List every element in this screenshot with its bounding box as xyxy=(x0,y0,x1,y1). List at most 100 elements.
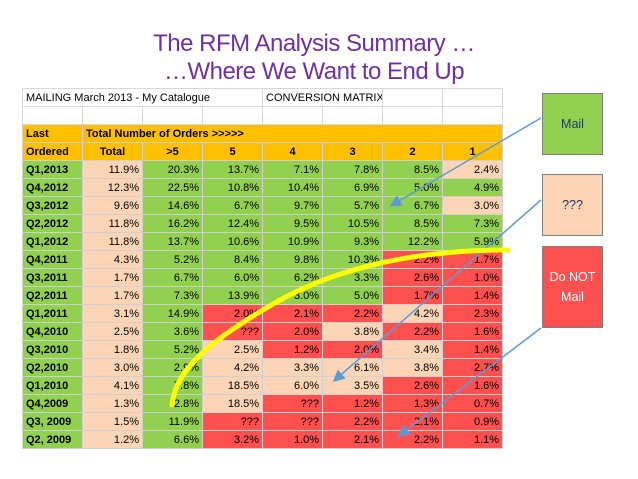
row-label: Q3, 2009 xyxy=(22,412,83,431)
rate-cell: 2.1% xyxy=(322,430,384,449)
do-not-mail-box: Do NOT Mail xyxy=(542,246,603,328)
table-row: Q4,2010 2.5% 3.6%??? 2.0% 3.8% 2.2% 1.6% xyxy=(22,322,504,341)
sheet-header-row: MAILING March 2013 - My Catalogue CONVER… xyxy=(21,88,504,107)
rate-cell: 1.3% xyxy=(382,394,444,413)
table-row: Q1,2012 11.8% 13.7% 10.6% 10.9% 9.3% 12.2% 5.9% xyxy=(22,232,504,251)
rate-cell: 3.4% xyxy=(382,340,444,359)
row-label: Q2,2010 xyxy=(22,358,83,377)
arrow-to-do-not-mail-region xyxy=(397,327,542,437)
rate-cell: 4.1% xyxy=(82,376,143,395)
row-label: Q2,2011 xyxy=(22,286,83,305)
rate-cell: 1.2% xyxy=(262,340,324,359)
rate-cell: 2.2% xyxy=(382,430,444,449)
slide-title-line-2: …Where We Want to End Up xyxy=(163,58,465,85)
rate-cell: 2.5% xyxy=(82,322,143,341)
row-label: Q3,2010 xyxy=(22,340,83,359)
rate-cell: 10.6% xyxy=(201,232,264,251)
rate-cell: 5.7% xyxy=(322,196,384,215)
table-row: Q1,2011 3.1% 14.9% 2.0% 2.1% 2.2% 4.2% 2.3% xyxy=(22,304,504,323)
rate-cell: 6.0% xyxy=(201,268,264,287)
table-row: Q3,2011 1.7% 6.7% 6.0% 6.2% 3.3% 2.6% 1.0% xyxy=(22,268,504,287)
rate-cell: 2.0% xyxy=(262,322,324,341)
rate-cell: 9.5% xyxy=(262,214,324,233)
rate-cell: ??? xyxy=(262,394,324,413)
row-label: Q1,2012 xyxy=(22,232,83,251)
rate-cell: 2.3% xyxy=(442,304,504,323)
rate-cell: 3.3% xyxy=(262,358,324,377)
rate-cell: 6.7% xyxy=(142,268,203,287)
column-header-row: Ordered Total >5 5 4 3 2 1 xyxy=(22,142,504,161)
rate-cell: 5.2% xyxy=(142,340,203,359)
rate-cell: 2.1% xyxy=(382,412,444,431)
column-header: 1 xyxy=(442,142,504,161)
conversion-matrix-table: MAILING March 2013 - My Catalogue CONVER… xyxy=(21,88,504,449)
rate-cell: 11.9% xyxy=(142,412,203,431)
yellow-boundary-curve xyxy=(169,247,511,408)
rate-cell: 9.7% xyxy=(262,196,324,215)
rate-cell: 3.1% xyxy=(82,304,143,323)
rate-cell: 13.9% xyxy=(201,286,264,305)
rate-cell: 11.8% xyxy=(82,214,143,233)
row-label: Q1,2010 xyxy=(22,376,83,395)
table-row: Q2,2011 1.7% 7.3% 13.9% 3.0% 5.0% 1.7% 1.4% xyxy=(22,286,504,305)
arrow-to-mail-region xyxy=(389,117,542,207)
table-row: Q3,2012 9.6% 14.6% 6.7% 9.7% 5.7% 6.7% 3.0% xyxy=(22,196,504,215)
mailing-label: MAILING March 2013 - My Catalogue xyxy=(21,88,264,107)
slide-title-line-1: The RFM Analysis Summary … xyxy=(153,30,475,57)
rate-cell: 7.8% xyxy=(322,160,384,179)
row-label: Q2, 2009 xyxy=(22,430,83,449)
rate-cell: 2.2% xyxy=(322,304,384,323)
rate-cell: 20.3% xyxy=(142,160,203,179)
rate-cell: 5.0% xyxy=(322,286,384,305)
table-row: Q4,2012 12.3% 22.5% 10.8% 10.4% 6.9% 5.0% 4.9% xyxy=(22,178,504,197)
unknown-box: ??? xyxy=(542,174,603,236)
row-label: Q1,2011 xyxy=(22,304,83,323)
rate-cell: 1.8% xyxy=(82,340,143,359)
rate-cell: 6.2% xyxy=(262,268,324,287)
rate-cell: 3.0% xyxy=(442,196,504,215)
mail-box: Mail xyxy=(542,93,603,155)
table-row: Q3,2010 1.8% 5.2% 2.5% 1.2% 2.0% 3.4% 1.4% xyxy=(22,340,504,359)
row-label: Q3,2012 xyxy=(22,196,83,215)
table-row: Q2,2010 3.0% 2.9% 4.2% 3.3% 6.1% 3.8% 2.7% xyxy=(22,358,504,377)
rate-cell: 1.1% xyxy=(442,430,504,449)
column-header: 5 xyxy=(201,142,264,161)
rate-cell: 7.3% xyxy=(442,214,504,233)
row-label: Q4,2010 xyxy=(22,322,83,341)
row-label: Q4,2011 xyxy=(22,250,83,269)
rate-cell: 0.7% xyxy=(442,394,504,413)
rate-cell: 1.2% xyxy=(82,430,143,449)
rate-cell: ??? xyxy=(201,412,264,431)
rate-cell: 6.9% xyxy=(322,178,384,197)
rate-cell: 1.6% xyxy=(442,376,504,395)
table-row: Q3, 2009 1.5% 11.9%?????? 2.2% 2.1% 0.9% xyxy=(22,412,504,431)
rate-cell: 8.5% xyxy=(382,214,444,233)
rate-cell: 9.8% xyxy=(262,250,324,269)
rate-cell: 5.0% xyxy=(382,178,444,197)
rate-cell: 4.2% xyxy=(201,358,264,377)
column-header: Total xyxy=(82,142,143,161)
table-row: Q2,2012 11.8% 16.2% 12.4% 9.5% 10.5% 8.5% 7.3% xyxy=(22,214,504,233)
sheet-blank-row xyxy=(22,106,504,125)
rate-cell: 1.0% xyxy=(262,430,324,449)
rate-cell: 12.4% xyxy=(201,214,264,233)
rate-cell: 2.0% xyxy=(322,340,384,359)
rate-cell: 22.5% xyxy=(142,178,203,197)
rate-cell: 6.7% xyxy=(201,196,264,215)
rate-cell: 4.3% xyxy=(82,250,143,269)
table-row: Q4,2009 1.3% 2.8% 18.5%??? 1.2% 1.3% 0.7% xyxy=(22,394,504,413)
rate-cell: 5.2% xyxy=(142,250,203,269)
rate-cell: 2.2% xyxy=(322,412,384,431)
rate-cell: 6.6% xyxy=(142,430,203,449)
table-row: Q1,2013 11.9% 20.3% 13.7% 7.1% 7.8% 8.5% 2.4% xyxy=(22,160,504,179)
rate-cell: 1.3% xyxy=(82,394,143,413)
rate-cell: 2.2% xyxy=(382,322,444,341)
rate-cell: 1.7% xyxy=(82,268,143,287)
rate-cell: 3.8% xyxy=(322,322,384,341)
rate-cell: 12.2% xyxy=(382,232,444,251)
column-group-row: Last Total Number of Orders >>>>> xyxy=(22,124,504,143)
rate-cell: 1.2% xyxy=(322,394,384,413)
rate-cell: 14.9% xyxy=(142,304,203,323)
table-row: Q2, 2009 1.2% 6.6% 3.2% 1.0% 2.1% 2.2% 1.1% xyxy=(22,430,504,449)
